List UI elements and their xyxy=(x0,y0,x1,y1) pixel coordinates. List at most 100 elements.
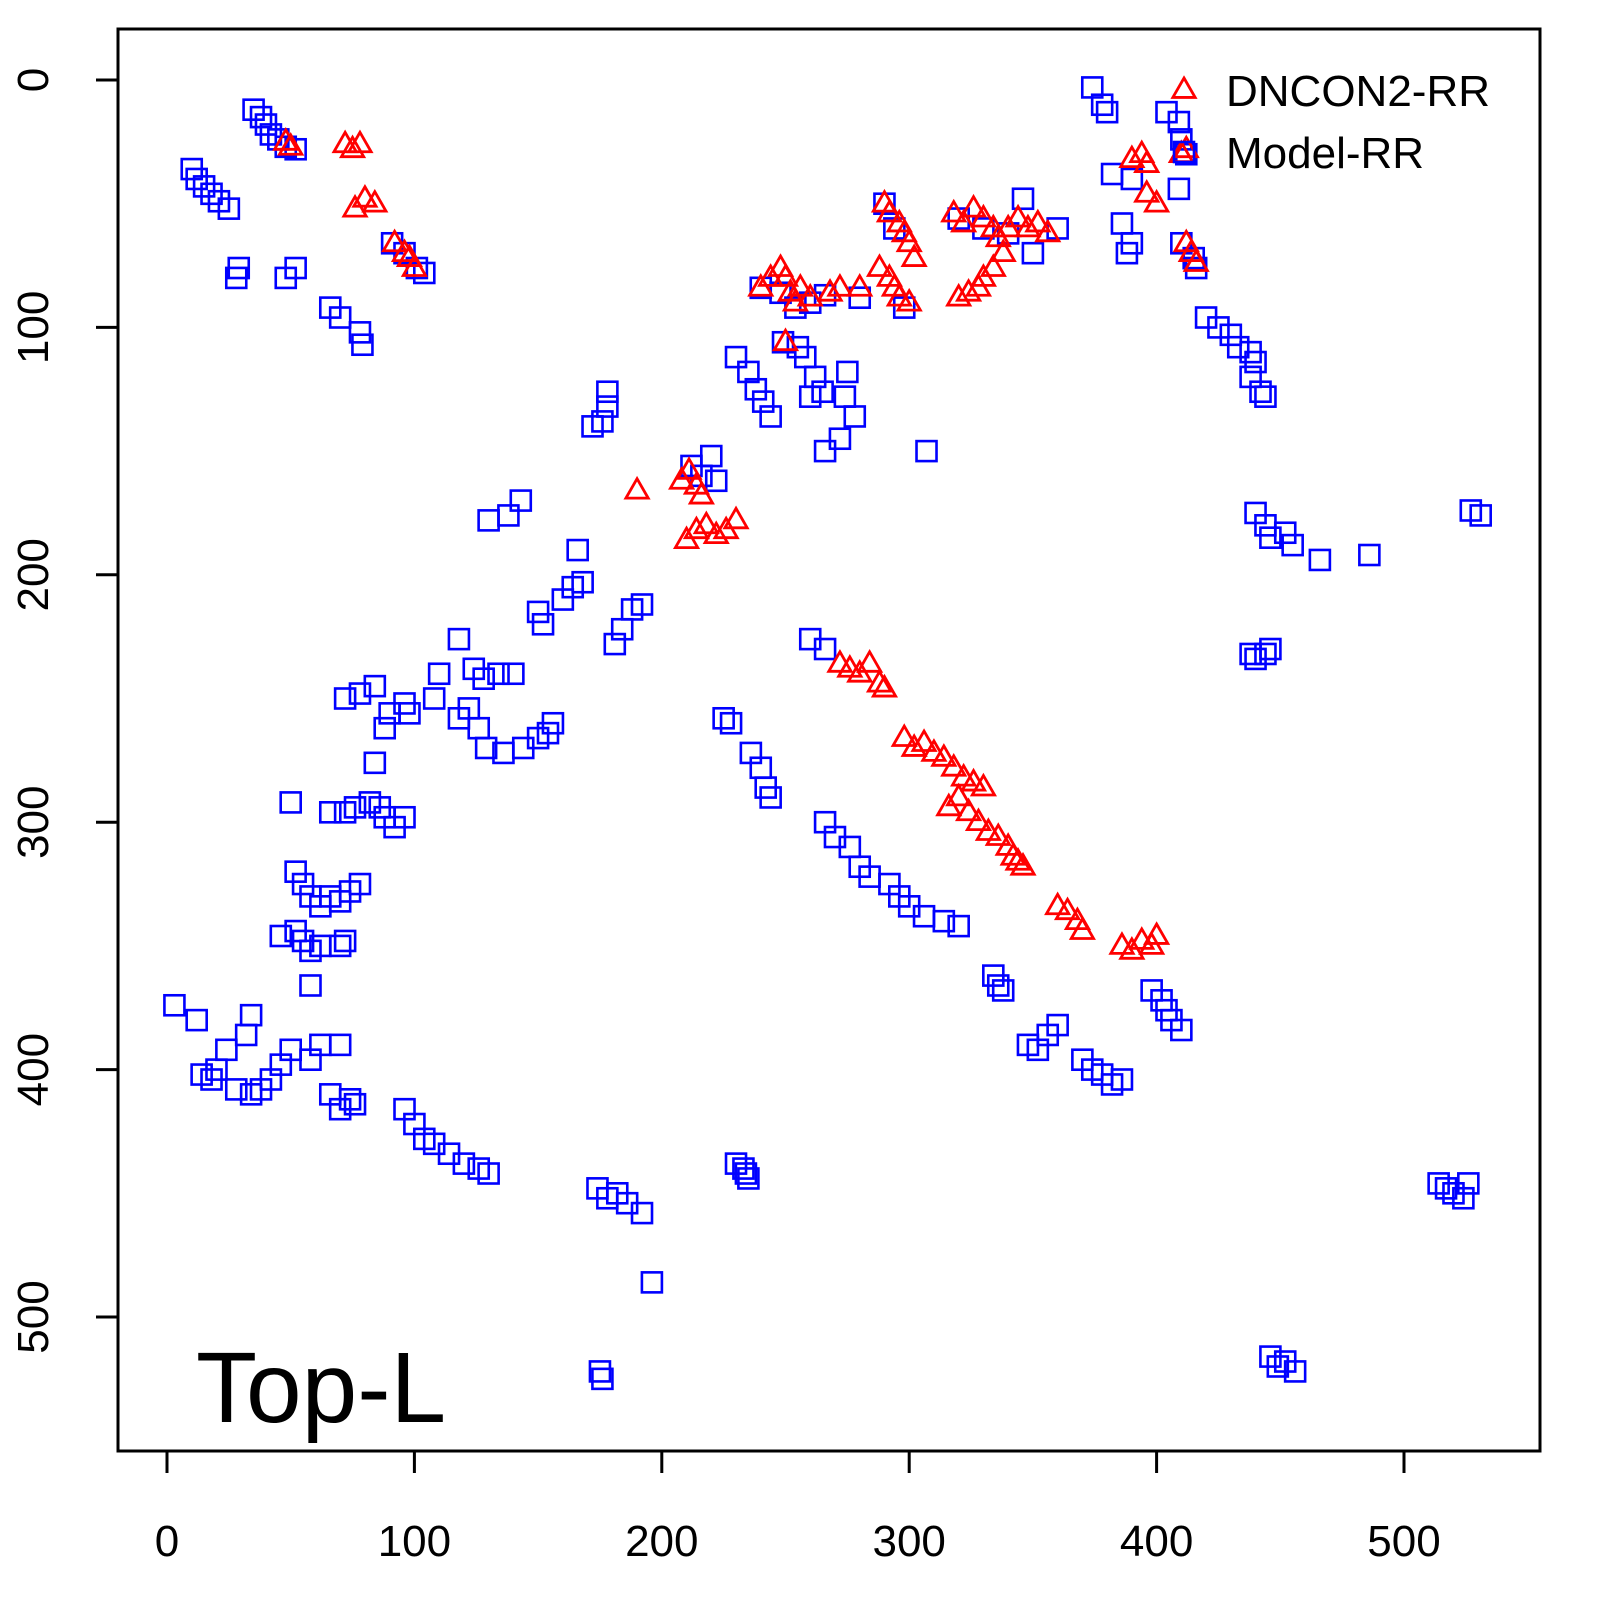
dncon2-rr-point xyxy=(900,243,928,267)
model-rr-point xyxy=(333,929,357,953)
model-rr-point xyxy=(1167,110,1191,134)
model-rr-point xyxy=(497,504,520,527)
model-rr-point xyxy=(279,791,303,814)
model-rr-point xyxy=(1095,100,1119,124)
dncon2-rr-point xyxy=(675,456,703,480)
model-rr-point xyxy=(328,1033,352,1057)
model-rr-point xyxy=(1254,642,1277,666)
model-rr-point xyxy=(828,427,852,451)
model-rr-point xyxy=(699,444,723,468)
legend: DNCON2-RR Model-RR xyxy=(1170,67,1490,178)
y-axis: 0 100 200 300 400 500 xyxy=(9,68,120,1354)
dncon2-rr-point xyxy=(1024,208,1052,233)
dncon2-rr-point xyxy=(341,193,369,218)
panel-annotation: Top-L xyxy=(196,1332,446,1444)
model-rr-point xyxy=(343,796,367,819)
dncon2-rr-point xyxy=(964,807,993,832)
model-rr-point xyxy=(932,909,956,933)
dncon2-rr-point xyxy=(1133,149,1161,173)
dncon2-rr-point xyxy=(875,198,903,223)
model-rr-point xyxy=(1046,1013,1069,1037)
dncon2-rr-point xyxy=(682,515,711,540)
x-axis: 0 100 200 300 400 500 xyxy=(155,1449,1441,1566)
model-rr-point xyxy=(1266,1355,1290,1378)
dncon2-rr-point xyxy=(1172,134,1200,159)
dncon2-rr-point xyxy=(984,822,1012,846)
model-rr-point xyxy=(291,872,315,896)
model-rr-point xyxy=(1457,1172,1480,1195)
dncon2-rr-point xyxy=(1068,916,1096,940)
model-rr-point xyxy=(744,377,768,401)
model-rr-point xyxy=(1239,642,1262,666)
x-tick-label: 400 xyxy=(1120,1517,1193,1566)
legend-label: Model-RR xyxy=(1226,129,1424,178)
model-rr-point xyxy=(348,682,372,705)
model-rr-point xyxy=(813,439,837,463)
model-rr-point xyxy=(338,1087,362,1111)
model-rr-point xyxy=(1244,350,1267,374)
model-rr-point xyxy=(991,979,1015,1002)
model-rr-point xyxy=(1273,521,1297,545)
dncon2-rr-point xyxy=(1034,218,1062,243)
dncon2-rr-point xyxy=(346,129,374,154)
model-rr-point xyxy=(472,667,495,691)
x-tick-label: 200 xyxy=(625,1517,698,1566)
model-rr-point xyxy=(798,385,822,408)
model-rr-point xyxy=(848,286,872,310)
model-rr-point xyxy=(200,182,223,206)
dncon2-rr-point xyxy=(786,273,814,297)
x-tick-label: 300 xyxy=(872,1517,945,1566)
dncon2-rr-point xyxy=(865,668,894,693)
model-rr-point xyxy=(759,786,782,809)
model-rr-point xyxy=(242,98,265,121)
model-rr-point xyxy=(239,1003,263,1027)
model-rr-point xyxy=(610,617,634,641)
model-rr-point xyxy=(457,697,481,720)
model-rr-point xyxy=(398,702,421,725)
dncon2-rr-point xyxy=(979,253,1007,277)
model-rr-point xyxy=(1281,533,1304,557)
model-rr-point xyxy=(712,706,735,730)
dncon2-rr-point xyxy=(400,253,428,277)
dncon2-rr-point xyxy=(272,127,300,151)
model-rr-point xyxy=(759,405,782,428)
model-rr-point xyxy=(299,974,322,997)
dncon2-rr-point xyxy=(959,193,988,218)
model-rr-point xyxy=(531,612,555,636)
y-tick-label: 0 xyxy=(9,68,58,92)
model-rr-point xyxy=(1452,1186,1475,1210)
model-rr-point xyxy=(803,365,827,389)
dncon2-rr-point xyxy=(900,733,928,757)
model-rr-point xyxy=(1249,380,1272,404)
dncon2-rr-point xyxy=(910,728,938,752)
dncon2-rr-point xyxy=(390,238,419,263)
model-rr-point xyxy=(363,674,387,698)
dncon2-rr-point xyxy=(1182,248,1210,272)
model-rr-point xyxy=(348,872,372,896)
model-rr-point xyxy=(640,1271,664,1294)
model-rr-point xyxy=(1170,128,1193,151)
model-rr-point xyxy=(452,1152,476,1175)
model-rr-point xyxy=(373,716,397,740)
model-rr-point xyxy=(185,1008,208,1032)
model-rr-point xyxy=(328,306,352,329)
model-rr-point xyxy=(947,914,970,938)
dncon2-rr-point xyxy=(338,134,367,159)
model-rr-point xyxy=(1219,323,1243,347)
model-rr-point xyxy=(836,360,859,384)
model-rr-point xyxy=(328,934,352,958)
model-rr-point xyxy=(224,1078,248,1101)
model-rr-point xyxy=(737,1167,760,1190)
model-rr-point xyxy=(1259,526,1282,549)
dncon2-rr-point xyxy=(1133,178,1161,203)
dncon2-rr-point xyxy=(865,253,894,277)
model-rr-point xyxy=(1259,637,1282,661)
model-rr-point xyxy=(467,716,491,740)
dncon2-rr-point xyxy=(1118,144,1146,169)
model-rr-point xyxy=(185,167,208,191)
model-rr-point xyxy=(227,256,251,280)
series-dncon2-rr xyxy=(272,127,1210,960)
model-rr-point xyxy=(427,662,451,686)
x-tick-label: 0 xyxy=(155,1517,179,1566)
dncon2-rr-point xyxy=(1014,213,1042,238)
